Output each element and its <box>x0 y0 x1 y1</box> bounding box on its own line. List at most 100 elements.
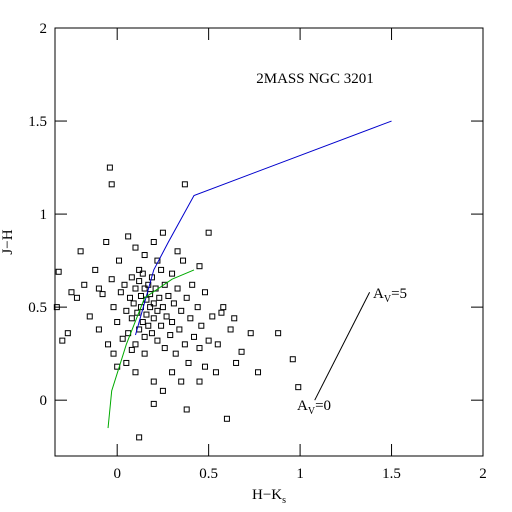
y-tick-label: 1 <box>40 207 48 223</box>
point <box>145 322 152 329</box>
point <box>181 341 188 348</box>
point <box>159 387 166 394</box>
point <box>128 346 135 353</box>
point <box>136 266 143 273</box>
point <box>231 315 238 322</box>
point <box>201 289 208 296</box>
point <box>174 285 181 292</box>
y-axis-label: J−H <box>0 229 16 254</box>
point <box>73 294 80 301</box>
x-tick-label: 1 <box>296 466 304 482</box>
point <box>275 330 282 337</box>
point <box>150 300 157 307</box>
point <box>161 281 168 288</box>
x-tick-label: 2 <box>479 466 487 482</box>
point <box>141 285 148 292</box>
point <box>150 378 157 385</box>
point <box>116 257 123 264</box>
point <box>161 345 168 352</box>
point <box>201 363 208 370</box>
point <box>119 335 126 342</box>
point <box>132 244 139 251</box>
point <box>150 400 157 407</box>
point <box>189 281 196 288</box>
point <box>295 384 302 391</box>
point <box>180 257 187 264</box>
point <box>255 369 262 376</box>
point <box>86 313 93 320</box>
point <box>227 326 234 333</box>
point <box>139 319 146 326</box>
point <box>150 315 157 322</box>
line <box>107 269 195 429</box>
point <box>123 359 130 366</box>
point <box>136 434 143 441</box>
point <box>103 239 110 245</box>
point <box>125 233 132 240</box>
annotation: AV=5 <box>373 286 407 305</box>
point <box>170 300 177 307</box>
point <box>183 294 190 301</box>
point <box>147 291 154 298</box>
plot-frame <box>54 27 484 457</box>
point <box>196 263 203 270</box>
point <box>214 341 221 348</box>
point <box>53 304 60 311</box>
line <box>134 120 392 336</box>
y-tick-label: 2 <box>40 21 48 37</box>
point <box>121 281 128 288</box>
point <box>95 285 102 292</box>
point <box>158 266 165 273</box>
point <box>114 319 121 326</box>
point <box>174 248 181 255</box>
point <box>220 304 227 311</box>
point <box>156 294 163 301</box>
point <box>194 304 201 311</box>
point <box>55 268 62 275</box>
point <box>212 369 219 376</box>
point <box>123 307 130 314</box>
y-tick-label: 0.5 <box>28 300 47 316</box>
point <box>159 304 166 311</box>
point <box>196 345 203 352</box>
point <box>141 350 148 357</box>
x-axis-label: H−Ks <box>252 487 286 506</box>
y-tick-label: 0 <box>40 393 48 409</box>
point <box>178 307 185 314</box>
point <box>108 181 115 188</box>
point <box>128 274 135 281</box>
point <box>95 326 102 333</box>
point <box>154 307 161 314</box>
point <box>99 291 106 298</box>
point <box>68 289 75 296</box>
point <box>132 285 139 292</box>
point <box>169 319 176 326</box>
point <box>191 333 198 340</box>
point <box>117 289 124 296</box>
point <box>92 266 99 273</box>
point <box>165 292 172 299</box>
point <box>110 304 117 311</box>
point <box>141 252 148 259</box>
point <box>147 304 154 311</box>
point <box>163 313 170 320</box>
point <box>158 322 165 329</box>
point <box>167 332 174 339</box>
point <box>223 415 230 422</box>
point <box>77 248 84 255</box>
point <box>176 326 183 333</box>
point <box>130 300 137 307</box>
x-tick-label: 1.5 <box>382 466 401 482</box>
annotation: AV=0 <box>297 398 331 417</box>
point <box>128 315 135 322</box>
point <box>218 309 225 316</box>
point <box>185 359 192 366</box>
point <box>105 341 112 348</box>
point <box>172 350 179 357</box>
point <box>178 378 185 385</box>
point <box>198 322 205 329</box>
point <box>136 278 143 285</box>
point <box>143 311 150 318</box>
point <box>139 270 146 277</box>
